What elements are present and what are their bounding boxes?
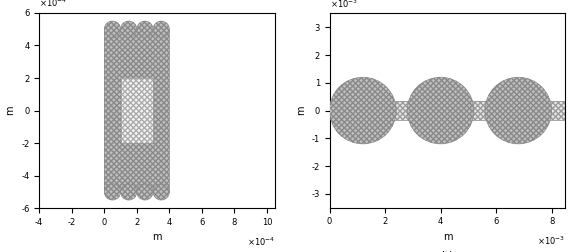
Circle shape	[153, 21, 170, 37]
Text: b): b)	[442, 250, 453, 252]
Circle shape	[104, 21, 120, 37]
X-axis label: m: m	[152, 232, 162, 242]
X-axis label: m: m	[443, 232, 452, 242]
Circle shape	[407, 77, 474, 144]
Bar	[329, 101, 565, 120]
Text: a): a)	[151, 251, 163, 252]
Bar	[329, 101, 565, 120]
Circle shape	[329, 77, 396, 144]
Circle shape	[120, 184, 137, 200]
Y-axis label: m: m	[6, 106, 15, 115]
Circle shape	[137, 184, 153, 200]
Text: $\times 10^{-4}$: $\times 10^{-4}$	[247, 235, 275, 248]
Circle shape	[104, 184, 120, 200]
Bar	[104, 29, 170, 192]
Circle shape	[137, 21, 153, 37]
Circle shape	[485, 77, 552, 144]
Bar	[120, 78, 153, 143]
Bar	[120, 78, 153, 143]
Circle shape	[153, 184, 170, 200]
Bar	[120, 78, 153, 143]
Bar	[104, 29, 170, 192]
Text: $\times 10^{-4}$: $\times 10^{-4}$	[39, 0, 67, 9]
Text: $\times 10^{-3}$: $\times 10^{-3}$	[537, 235, 565, 247]
Bar	[329, 101, 565, 120]
Bar	[104, 29, 170, 192]
Y-axis label: m: m	[296, 106, 306, 115]
Circle shape	[120, 21, 137, 37]
Text: $\times 10^{-3}$: $\times 10^{-3}$	[329, 0, 357, 10]
